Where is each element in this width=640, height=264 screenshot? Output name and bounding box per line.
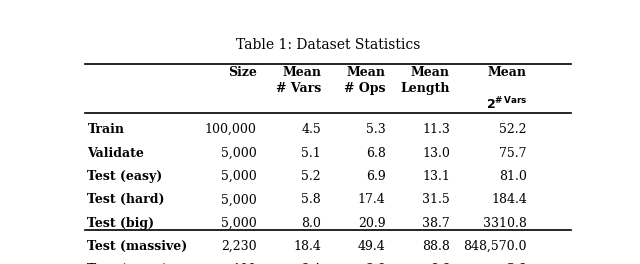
Text: 2,230: 2,230 <box>221 240 257 253</box>
Text: 52.2: 52.2 <box>499 123 527 136</box>
Text: 13.1: 13.1 <box>422 170 450 183</box>
Text: 2.4: 2.4 <box>301 263 321 264</box>
Text: 5,000: 5,000 <box>221 147 257 159</box>
Text: Table 1: Dataset Statistics: Table 1: Dataset Statistics <box>236 38 420 52</box>
Text: 5.2: 5.2 <box>301 170 321 183</box>
Text: 5.8: 5.8 <box>301 193 321 206</box>
Text: 5,000: 5,000 <box>221 193 257 206</box>
Text: 38.7: 38.7 <box>422 217 450 230</box>
Text: 5,000: 5,000 <box>221 217 257 230</box>
Text: Mean
# Ops: Mean # Ops <box>344 66 385 95</box>
Text: $\mathbf{2}^{\mathbf{\#\,Vars}}$: $\mathbf{2}^{\mathbf{\#\,Vars}}$ <box>486 96 527 112</box>
Text: 81.0: 81.0 <box>499 170 527 183</box>
Text: Validate: Validate <box>88 147 144 159</box>
Text: 88.8: 88.8 <box>422 240 450 253</box>
Text: Mean
# Vars: Mean # Vars <box>276 66 321 95</box>
Text: 4.5: 4.5 <box>301 123 321 136</box>
Text: Test (big): Test (big) <box>88 217 155 230</box>
Text: 8.0: 8.0 <box>301 217 321 230</box>
Text: 3.9: 3.9 <box>366 263 385 264</box>
Text: 5.8: 5.8 <box>507 263 527 264</box>
Text: 11.3: 11.3 <box>422 123 450 136</box>
Text: Mean: Mean <box>488 66 527 79</box>
Text: 100: 100 <box>232 263 257 264</box>
Text: 17.4: 17.4 <box>358 193 385 206</box>
Text: Test (exam): Test (exam) <box>88 263 169 264</box>
Text: Test (massive): Test (massive) <box>88 240 188 253</box>
Text: 6.9: 6.9 <box>366 170 385 183</box>
Text: Size: Size <box>228 66 257 79</box>
Text: 5.1: 5.1 <box>301 147 321 159</box>
Text: 5,000: 5,000 <box>221 170 257 183</box>
Text: Mean
Length: Mean Length <box>401 66 450 95</box>
Text: 18.4: 18.4 <box>293 240 321 253</box>
Text: 75.7: 75.7 <box>499 147 527 159</box>
Text: 49.4: 49.4 <box>358 240 385 253</box>
Text: 3310.8: 3310.8 <box>483 217 527 230</box>
Text: 100,000: 100,000 <box>205 123 257 136</box>
Text: 184.4: 184.4 <box>491 193 527 206</box>
Text: 5.3: 5.3 <box>366 123 385 136</box>
Text: 20.9: 20.9 <box>358 217 385 230</box>
Text: Test (hard): Test (hard) <box>88 193 165 206</box>
Text: Test (easy): Test (easy) <box>88 170 163 183</box>
Text: 8.6: 8.6 <box>430 263 450 264</box>
Text: 13.0: 13.0 <box>422 147 450 159</box>
Text: 31.5: 31.5 <box>422 193 450 206</box>
Text: Train: Train <box>88 123 124 136</box>
Text: 6.8: 6.8 <box>365 147 385 159</box>
Text: 848,570.0: 848,570.0 <box>463 240 527 253</box>
